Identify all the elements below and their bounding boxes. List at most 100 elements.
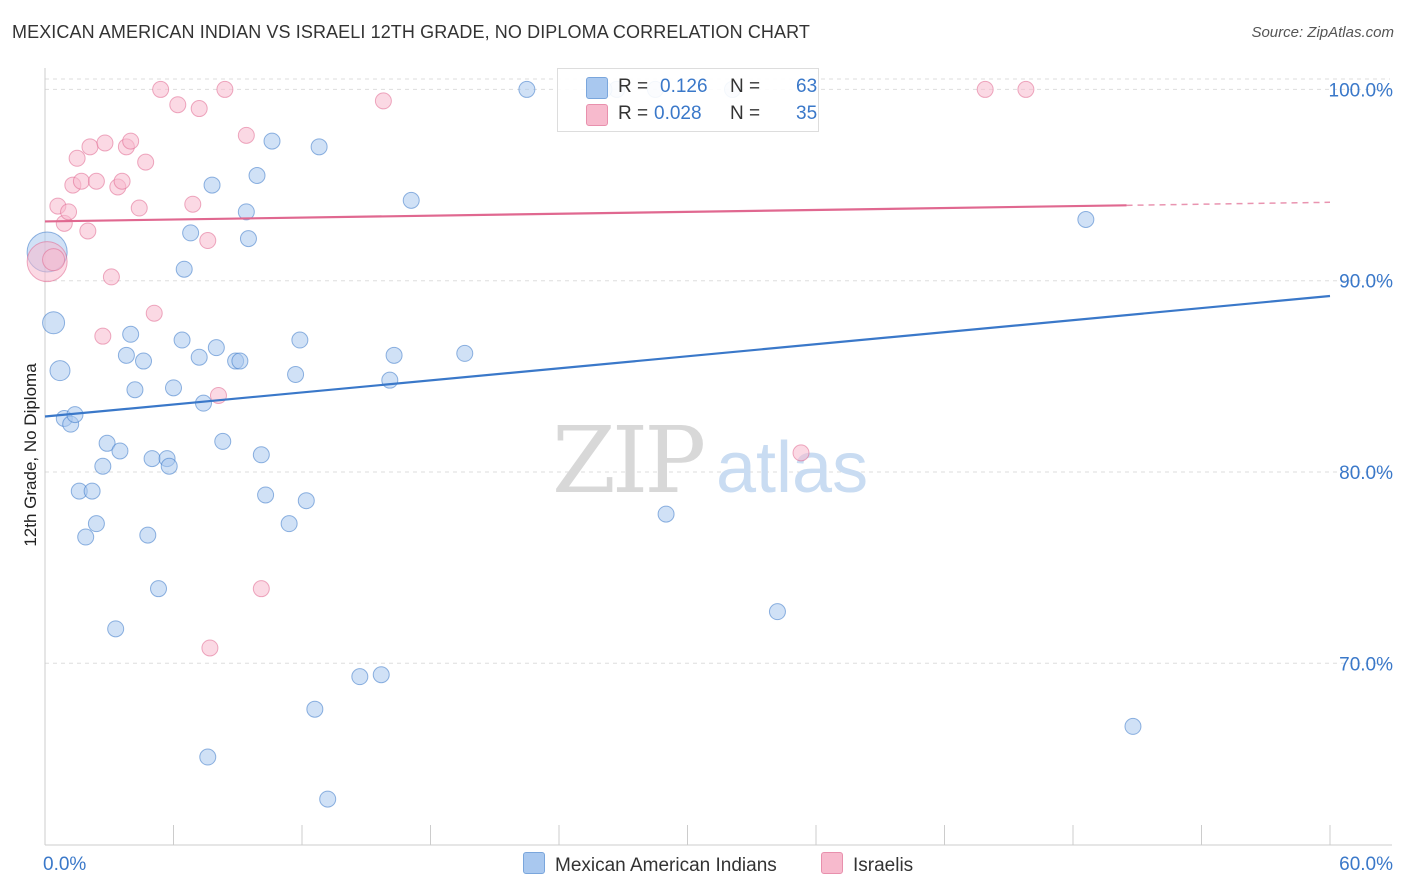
- point-mexican-american-indians: [160, 457, 178, 475]
- legend-swatch-blue: [523, 852, 545, 874]
- point-mexican-american-indians: [107, 620, 125, 638]
- point-mexican-american-indians: [402, 191, 420, 209]
- legend-series1-name: Mexican American Indians: [555, 855, 777, 876]
- bottom-legend-israelis: Israelis: [821, 852, 913, 877]
- legend-n-label: N =: [730, 103, 761, 124]
- point-mexican-american-indians: [297, 492, 315, 510]
- point-israelis: [145, 304, 163, 322]
- point-israelis: [113, 172, 131, 190]
- point-mexican-american-indians: [385, 346, 403, 364]
- point-israelis: [68, 149, 86, 167]
- point-israelis: [190, 100, 208, 118]
- data-points: [26, 80, 1142, 808]
- point-mexican-american-indians: [657, 505, 675, 523]
- legend-r-value: 0.126: [660, 76, 708, 97]
- point-mexican-american-indians: [351, 668, 369, 686]
- source-credit: Source: ZipAtlas.com: [1251, 24, 1394, 41]
- point-israelis: [201, 639, 219, 657]
- point-mexican-american-indians: [49, 360, 71, 382]
- point-mexican-american-indians: [135, 352, 153, 370]
- point-mexican-american-indians: [165, 379, 182, 397]
- point-mexican-american-indians: [83, 482, 101, 500]
- point-mexican-american-indians: [199, 748, 217, 766]
- gridlines: [45, 78, 1390, 664]
- bottom-legend-mexican-american-indians: Mexican American Indians: [523, 852, 777, 877]
- point-mexican-american-indians: [231, 352, 249, 370]
- point-israelis: [1017, 80, 1035, 98]
- legend-series2-name: Israelis: [853, 855, 914, 876]
- y-tick-label: 90.0%: [1339, 272, 1393, 293]
- point-mexican-american-indians: [1124, 717, 1142, 735]
- point-mexican-american-indians: [280, 515, 298, 533]
- point-mexican-american-indians: [291, 331, 309, 349]
- point-mexican-american-indians: [117, 346, 135, 364]
- point-mexican-american-indians: [150, 580, 168, 598]
- point-mexican-american-indians: [768, 603, 786, 621]
- point-israelis: [374, 92, 392, 110]
- watermark: ZIP atlas: [552, 407, 868, 514]
- point-mexican-american-indians: [139, 526, 157, 544]
- trend-line-mexican-american-indians: [44, 294, 1331, 418]
- point-israelis: [199, 232, 217, 250]
- point-israelis: [94, 327, 112, 345]
- point-mexican-american-indians: [287, 365, 305, 383]
- point-israelis: [184, 195, 202, 213]
- point-mexican-american-indians: [214, 432, 232, 450]
- point-israelis: [216, 80, 234, 98]
- point-mexican-american-indians: [173, 331, 191, 349]
- point-mexican-american-indians: [372, 666, 390, 684]
- point-israelis: [130, 199, 148, 217]
- legend-r-label: R =: [618, 103, 649, 124]
- point-israelis: [237, 126, 255, 144]
- point-mexican-american-indians: [98, 434, 116, 452]
- legend-r-value: 0.028: [654, 103, 702, 124]
- point-mexican-american-indians: [94, 457, 112, 475]
- point-israelis: [79, 222, 97, 240]
- legend-swatch-blue: [586, 77, 608, 99]
- point-mexican-american-indians: [175, 260, 193, 278]
- legend-r-label: R =: [618, 76, 649, 97]
- point-israelis: [792, 444, 810, 462]
- point-mexican-american-indians: [203, 176, 221, 194]
- x-tick-label-max: 60.0%: [1339, 854, 1393, 875]
- point-mexican-american-indians: [239, 230, 257, 248]
- point-mexican-american-indians: [1077, 211, 1095, 229]
- y-tick-label: 100.0%: [1329, 80, 1394, 101]
- stats-legend: R = 0.126 N = 63 R = 0.028 N = 35: [557, 68, 819, 132]
- point-mexican-american-indians: [182, 224, 200, 242]
- legend-n-value: 35: [796, 103, 818, 124]
- y-tick-label: 70.0%: [1339, 654, 1393, 675]
- point-israelis: [102, 268, 120, 286]
- trend-line-israelis: [44, 204, 1127, 223]
- point-mexican-american-indians: [190, 348, 208, 366]
- legend-n-value: 63: [796, 76, 818, 97]
- point-israelis: [169, 96, 187, 114]
- point-israelis: [96, 134, 114, 152]
- trend-line-israelis-projection: [1126, 201, 1331, 207]
- y-tick-labels: 70.0% 80.0% 90.0% 100.0%: [1329, 80, 1394, 675]
- point-mexican-american-indians: [456, 344, 474, 362]
- point-israelis: [252, 580, 270, 598]
- watermark-zip: ZIP: [552, 407, 703, 514]
- point-mexican-american-indians: [87, 515, 105, 533]
- point-mexican-american-indians: [257, 486, 275, 504]
- trend-lines: [44, 201, 1331, 418]
- point-israelis: [152, 80, 170, 98]
- watermark-atlas: atlas: [716, 428, 868, 508]
- point-mexican-american-indians: [252, 446, 270, 464]
- point-mexican-american-indians: [248, 167, 266, 185]
- point-mexican-american-indians: [263, 132, 281, 150]
- point-mexican-american-indians: [42, 311, 66, 335]
- legend-swatch-pink: [586, 104, 608, 126]
- point-israelis: [60, 203, 78, 221]
- point-mexican-american-indians: [319, 790, 337, 808]
- point-mexican-american-indians: [310, 138, 328, 156]
- legend-n-label: N =: [730, 76, 761, 97]
- point-mexican-american-indians: [207, 339, 225, 357]
- point-mexican-american-indians: [122, 325, 140, 343]
- point-mexican-american-indians: [77, 528, 95, 546]
- point-israelis: [72, 172, 90, 190]
- legend-swatch-pink: [821, 852, 843, 874]
- point-mexican-american-indians: [126, 381, 144, 399]
